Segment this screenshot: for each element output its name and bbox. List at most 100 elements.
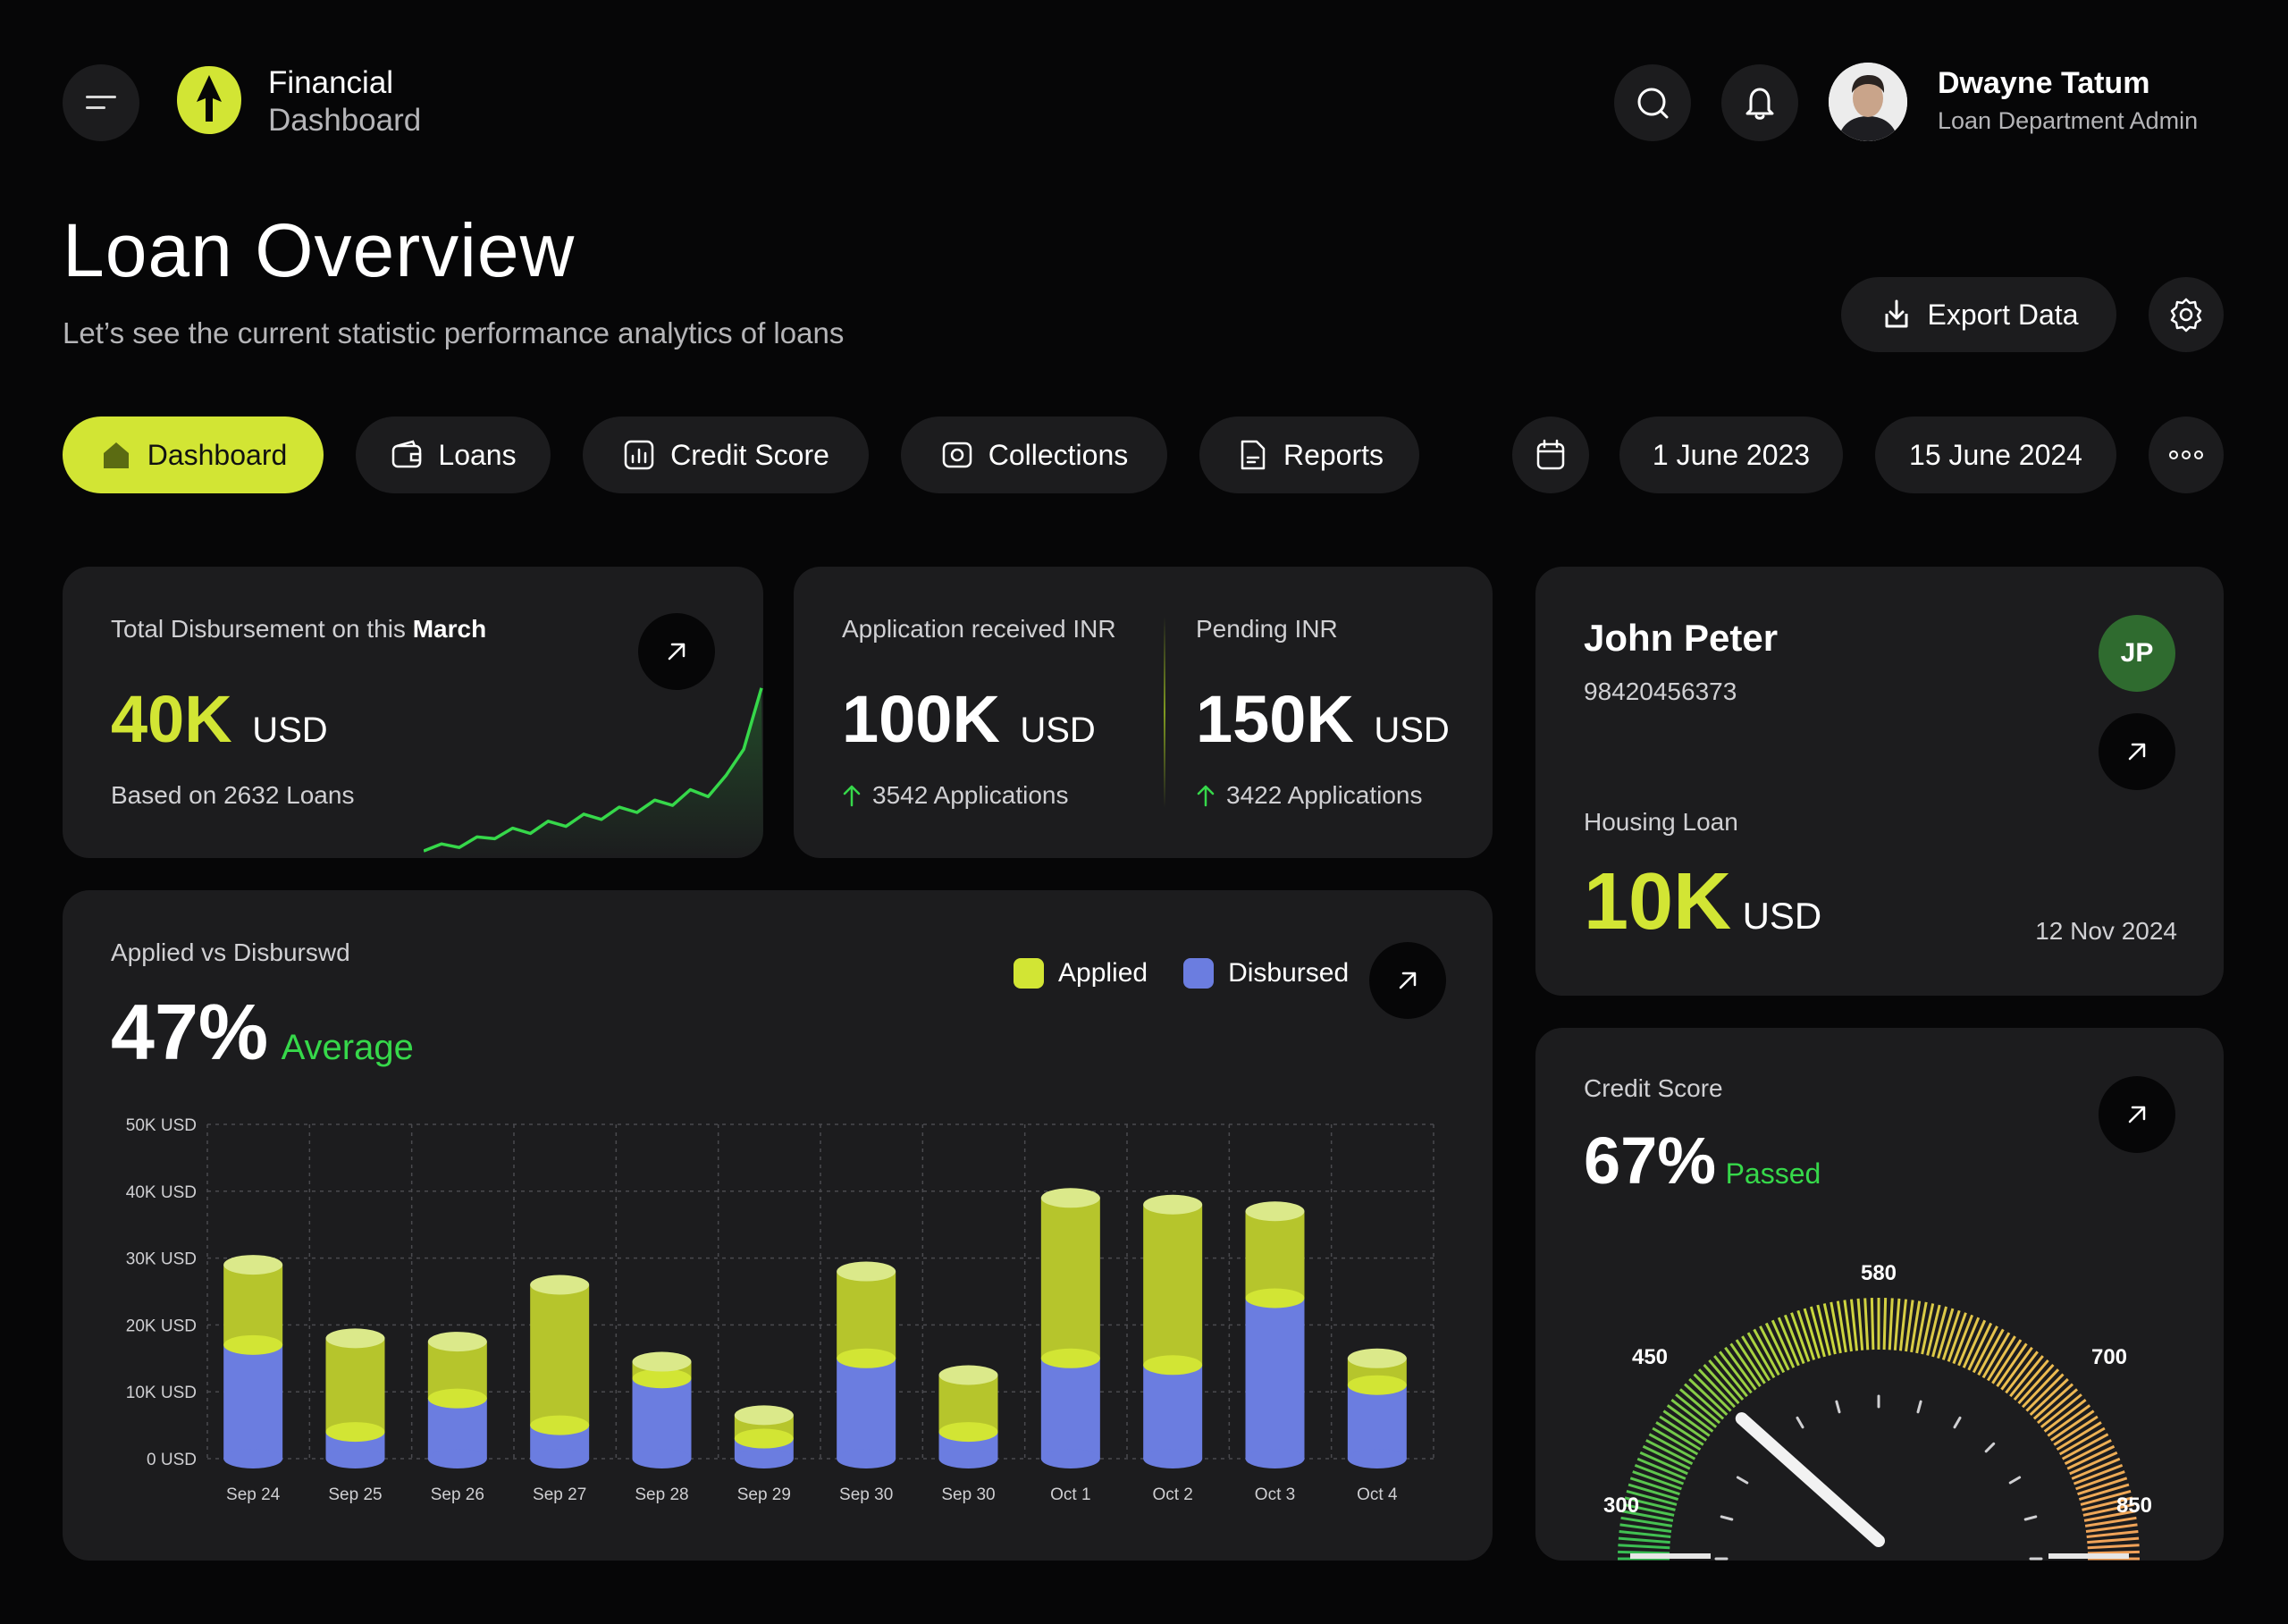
x-tick-label: Oct 3 xyxy=(1255,1485,1295,1504)
gauge-tick xyxy=(1996,1342,2028,1388)
gauge-tick xyxy=(2069,1451,2118,1476)
customer-open-button[interactable] xyxy=(2099,713,2175,790)
gauge-tick xyxy=(2013,1359,2049,1401)
gauge-tick xyxy=(1991,1339,2023,1384)
bar-applied-top xyxy=(1143,1194,1203,1215)
received-count: 3542 Applications xyxy=(872,781,1069,809)
gauge-tick xyxy=(1719,1351,1753,1394)
download-icon xyxy=(1885,299,1908,328)
gauge-tick xyxy=(2084,1516,2137,1527)
tab-loans[interactable]: Loans xyxy=(356,417,551,493)
date-to[interactable]: 15 June 2024 xyxy=(1875,417,2116,493)
credit-score-gauge: 300 450 580 700 850 xyxy=(1603,1261,2152,1561)
tab-reports-label: Reports xyxy=(1283,438,1384,471)
disbursement-open-button[interactable] xyxy=(638,613,715,690)
menu-icon xyxy=(86,96,116,109)
legend-swatch-disbursed xyxy=(1183,958,1215,989)
export-data-button[interactable]: Export Data xyxy=(1841,277,2116,352)
pending-value: 150K xyxy=(1196,682,1354,756)
gauge-tick xyxy=(1836,1300,1847,1353)
bar-applied-top xyxy=(325,1328,385,1349)
bar-disbursed-base xyxy=(325,1449,385,1468)
tab-dashboard[interactable]: Dashboard xyxy=(63,417,324,493)
gauge-tick xyxy=(1688,1377,1729,1417)
search-button[interactable] xyxy=(1614,64,1691,141)
x-tick-label: Sep 24 xyxy=(226,1485,281,1504)
arrow-up-icon xyxy=(1197,785,1215,807)
bar-disbursed-base xyxy=(530,1449,590,1468)
gauge-tick xyxy=(1632,1470,1682,1491)
applied-chart-open-button[interactable] xyxy=(1369,942,1446,1019)
gauge-tick xyxy=(1981,1332,2011,1379)
notification-button[interactable] xyxy=(1721,64,1798,141)
calendar-button[interactable] xyxy=(1512,417,1589,493)
gauge-tick xyxy=(1618,1536,1670,1544)
gauge-tick xyxy=(1816,1304,1831,1356)
gauge-tick xyxy=(1759,1325,1786,1374)
bar-applied-top xyxy=(530,1275,590,1295)
gauge-tick xyxy=(1921,1303,1935,1355)
bar-joint xyxy=(325,1422,385,1443)
date-from[interactable]: 1 June 2023 xyxy=(1619,417,1843,493)
bar-applied-top xyxy=(1040,1188,1100,1208)
credit-score-card: Credit Score 67% Passed 300 450 580 700 850 xyxy=(1535,1028,2224,1561)
credit-open-button[interactable] xyxy=(2099,1076,2175,1153)
gauge-tick xyxy=(2047,1404,2091,1437)
applied-chart-title: Applied vs Disburswd xyxy=(111,938,350,966)
gauge-tick xyxy=(1746,1332,1776,1379)
bar-joint xyxy=(1143,1355,1203,1376)
tab-credit-score-label: Credit Score xyxy=(670,438,829,471)
bar-applied-top xyxy=(837,1261,896,1282)
credit-percent: 67% xyxy=(1584,1123,1717,1198)
gauge-tick xyxy=(1986,1335,2016,1382)
gauge-tick xyxy=(1697,1368,1737,1409)
gauge-tick xyxy=(1648,1433,1696,1460)
user-avatar[interactable] xyxy=(1829,63,1907,141)
bar-joint xyxy=(1040,1348,1100,1368)
pending-unit: USD xyxy=(1374,711,1450,750)
gauge-tick xyxy=(1809,1306,1826,1358)
gauge-tick xyxy=(2080,1489,2132,1506)
gauge-tick xyxy=(1683,1383,1725,1420)
brand-logo xyxy=(175,64,243,136)
menu-button[interactable] xyxy=(63,64,139,141)
gauge-inner-tick xyxy=(1984,1442,1996,1453)
more-button[interactable] xyxy=(2149,417,2224,493)
gauge-tick xyxy=(1753,1328,1780,1376)
gauge-tick xyxy=(1703,1363,1740,1405)
bar-applied-top xyxy=(427,1332,487,1352)
tab-credit-score[interactable]: Credit Score xyxy=(583,417,869,493)
settings-button[interactable] xyxy=(2149,277,2224,352)
tab-collections[interactable]: Collections xyxy=(901,417,1167,493)
applied-disbursed-bar-chart: 0 USD 10K USD 20K USD 30K USD 40K USD 50K USD… xyxy=(126,1116,1434,1504)
gauge-tick xyxy=(1675,1393,1718,1428)
page-subtitle: Let’s see the current statistic performa… xyxy=(63,316,845,349)
gauge-tick xyxy=(1972,1325,1998,1374)
gauge-tick xyxy=(1926,1304,1941,1356)
bar-joint xyxy=(734,1428,794,1449)
gauge-tick xyxy=(1957,1317,1981,1367)
gauge-tick xyxy=(1623,1502,1675,1517)
bar-disbursed xyxy=(1143,1365,1203,1459)
y-tick-label: 50K USD xyxy=(126,1116,197,1135)
user-role: Loan Department Admin xyxy=(1938,107,2199,134)
gauge-tick xyxy=(1628,1483,1679,1501)
gauge-tick xyxy=(2077,1477,2128,1496)
y-tick-label: 10K USD xyxy=(126,1384,197,1402)
bar-joint xyxy=(632,1368,692,1389)
bar-disbursed xyxy=(1245,1298,1305,1459)
customer-date: 12 Nov 2024 xyxy=(2035,917,2177,945)
gauge-inner-tick xyxy=(1916,1400,1922,1414)
gauge-tick xyxy=(1729,1342,1762,1388)
gauge-tick xyxy=(2056,1421,2102,1452)
gauge-tick xyxy=(1724,1346,1757,1391)
gauge-tick xyxy=(2075,1470,2125,1491)
bar-joint xyxy=(427,1388,487,1409)
tab-reports[interactable]: Reports xyxy=(1199,417,1419,493)
bar-applied-top xyxy=(632,1351,692,1372)
gauge-tick xyxy=(2061,1433,2109,1460)
arrow-up-right-icon xyxy=(2128,743,2146,761)
more-icon xyxy=(2169,450,2203,459)
gauge-inner-tick xyxy=(2023,1515,2038,1521)
document-icon xyxy=(1241,440,1266,470)
